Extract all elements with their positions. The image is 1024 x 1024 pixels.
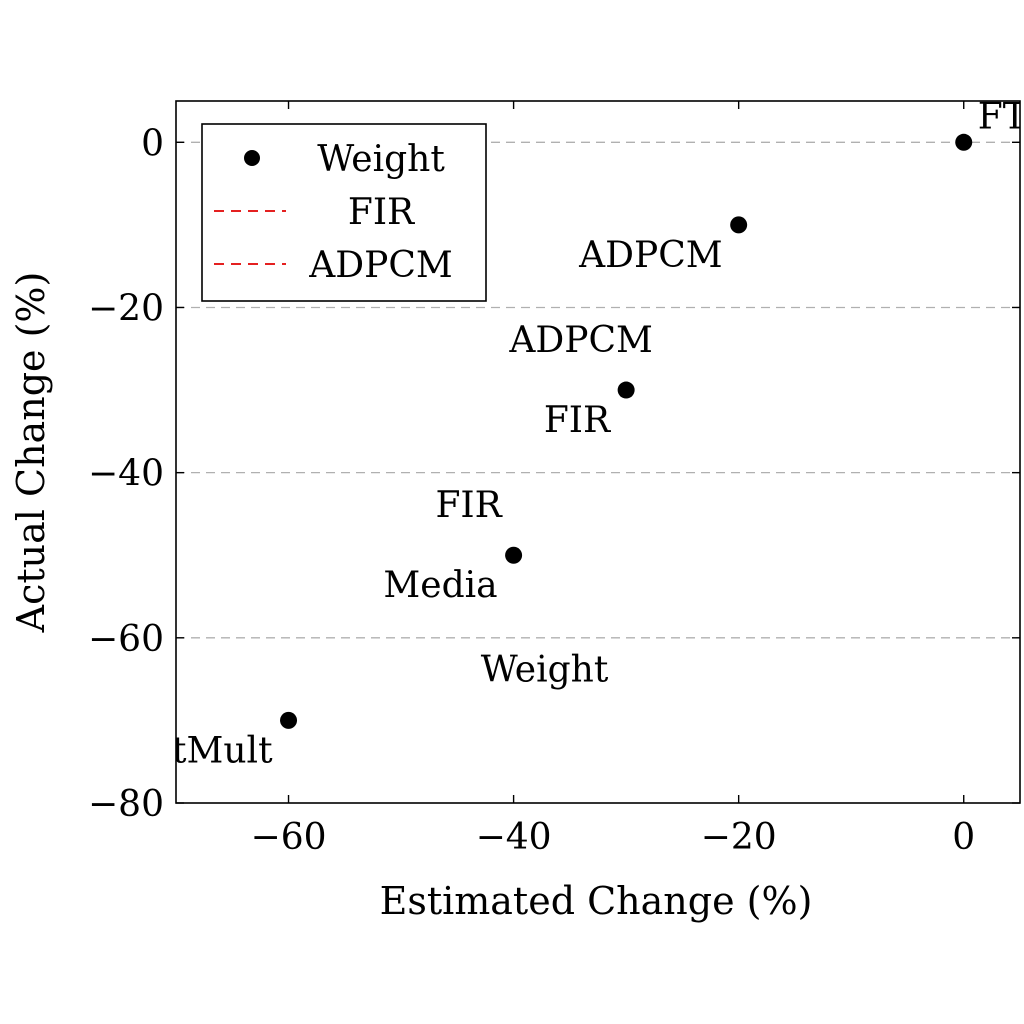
y-tick-label: −80 [88,784,164,825]
data-point [730,216,748,234]
y-tick-label: −40 [88,454,164,495]
data-point [617,381,635,399]
point-label: ADPCM [578,235,723,276]
point-label: FastMult [110,730,274,771]
legend: Weight FIR ADPCM [201,123,487,302]
x-tick-label: 0 [952,817,975,858]
point-label: Weight [481,649,609,690]
axis-ticks [176,101,1020,804]
tick-labels: 0 −20 −40 −60 −80 −60 −40 −20 0 [88,123,975,858]
x-tick-label: −40 [476,817,552,858]
legend-label-weight: Weight [317,139,445,180]
y-tick-label: −60 [88,619,164,660]
point-annotations: FTM ADPCM ADPCM FIR FIR Media Weight FastMult [110,96,1024,771]
x-axis-title: Estimated Change (%) [380,879,813,923]
point-label: FIR [544,400,611,441]
y-tick-label: 0 [141,123,164,164]
point-label: Media [383,565,497,606]
data-point [955,133,973,151]
plot-area-frame [175,100,1021,804]
y-axis-title: Actual Change (%) [9,272,53,634]
data-points [280,133,973,729]
legend-label-adpcm: ADPCM [308,245,453,286]
legend-marker-weight [244,150,260,166]
x-tick-label: −20 [701,817,777,858]
point-label: FTM [978,96,1024,137]
data-point [505,546,523,564]
point-label: FIR [435,485,502,526]
legend-label-fir: FIR [348,192,415,233]
y-tick-label: −20 [88,288,164,329]
data-point [280,711,298,729]
x-tick-label: −60 [251,817,327,858]
point-label: ADPCM [508,320,653,361]
